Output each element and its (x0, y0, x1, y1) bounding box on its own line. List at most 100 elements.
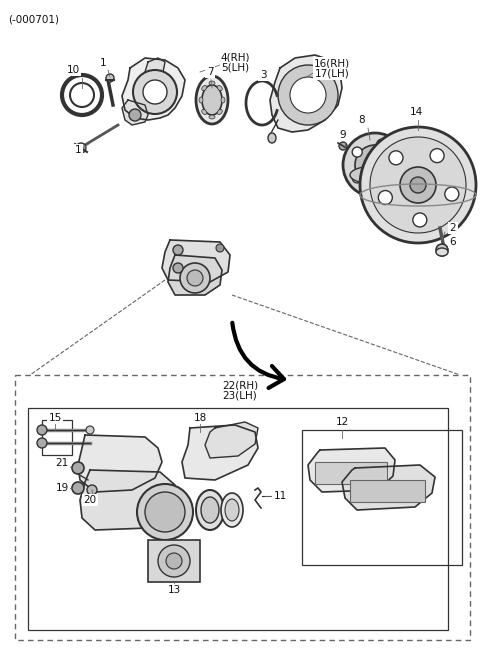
Circle shape (436, 244, 448, 256)
Ellipse shape (196, 76, 228, 124)
Polygon shape (205, 422, 258, 458)
Text: 10: 10 (66, 65, 80, 75)
Circle shape (445, 187, 459, 201)
Polygon shape (270, 55, 342, 132)
Ellipse shape (350, 166, 400, 184)
Circle shape (367, 157, 383, 173)
Text: 20: 20 (84, 495, 96, 505)
Text: 6: 6 (450, 237, 456, 247)
Ellipse shape (209, 81, 215, 85)
Polygon shape (168, 255, 222, 295)
Text: 12: 12 (336, 417, 348, 427)
Circle shape (72, 482, 84, 494)
Circle shape (106, 74, 114, 82)
Polygon shape (145, 58, 165, 75)
Text: 2: 2 (450, 223, 456, 233)
Text: 3: 3 (260, 70, 266, 80)
Ellipse shape (436, 248, 448, 256)
Text: 1: 1 (75, 145, 81, 155)
Circle shape (392, 160, 402, 170)
Circle shape (166, 553, 182, 569)
Circle shape (352, 173, 362, 183)
Ellipse shape (221, 97, 225, 103)
Bar (302, 430, 462, 565)
Circle shape (87, 485, 97, 495)
Text: 11: 11 (274, 491, 287, 501)
Ellipse shape (217, 85, 222, 90)
Polygon shape (182, 425, 258, 480)
Circle shape (352, 147, 362, 157)
Polygon shape (342, 465, 435, 510)
Polygon shape (122, 100, 148, 125)
Circle shape (377, 181, 387, 191)
Circle shape (216, 244, 224, 252)
Circle shape (339, 142, 347, 150)
Circle shape (145, 492, 185, 532)
Circle shape (143, 80, 167, 104)
Circle shape (410, 177, 426, 193)
Circle shape (86, 426, 94, 434)
Text: 4(RH): 4(RH) (220, 52, 250, 62)
Bar (28, 408, 448, 630)
Text: 9: 9 (340, 130, 346, 140)
Circle shape (173, 245, 183, 255)
Circle shape (430, 149, 444, 162)
Bar (315, 462, 387, 484)
Text: 5(LH): 5(LH) (221, 63, 249, 73)
Text: 8: 8 (359, 115, 365, 125)
Circle shape (278, 65, 338, 125)
Circle shape (343, 133, 407, 197)
Circle shape (290, 77, 326, 113)
Text: 7: 7 (207, 67, 213, 77)
Polygon shape (78, 435, 162, 492)
Bar (42, 420, 72, 455)
Circle shape (133, 70, 177, 114)
Polygon shape (308, 448, 395, 492)
Text: 1: 1 (100, 58, 106, 68)
Polygon shape (122, 58, 185, 120)
Text: 15: 15 (48, 413, 61, 423)
Ellipse shape (201, 497, 219, 523)
Circle shape (37, 438, 47, 448)
Circle shape (378, 191, 392, 204)
Circle shape (355, 145, 395, 185)
Circle shape (72, 462, 84, 474)
Text: 16(RH): 16(RH) (314, 58, 350, 68)
Circle shape (137, 484, 193, 540)
Ellipse shape (202, 85, 222, 115)
Circle shape (360, 127, 476, 243)
Circle shape (76, 143, 86, 153)
Text: 23(LH): 23(LH) (223, 391, 257, 401)
Text: 13: 13 (168, 585, 180, 595)
Circle shape (389, 151, 403, 165)
Ellipse shape (268, 133, 276, 143)
Text: (-000701): (-000701) (8, 14, 59, 24)
Text: 22(RH): 22(RH) (222, 380, 258, 390)
Text: 19: 19 (55, 483, 69, 493)
Text: 17(LH): 17(LH) (314, 69, 349, 79)
Ellipse shape (196, 490, 224, 530)
Ellipse shape (209, 115, 215, 119)
Ellipse shape (202, 85, 207, 90)
Circle shape (377, 139, 387, 149)
FancyArrowPatch shape (232, 323, 284, 388)
Circle shape (129, 109, 141, 121)
Circle shape (158, 545, 190, 577)
Bar (148, 540, 200, 582)
Circle shape (37, 425, 47, 435)
Circle shape (187, 270, 203, 286)
Text: 18: 18 (193, 413, 206, 423)
Text: 21: 21 (55, 458, 69, 468)
Polygon shape (162, 240, 230, 282)
Polygon shape (80, 470, 178, 530)
Ellipse shape (202, 109, 207, 115)
Ellipse shape (221, 493, 243, 527)
Circle shape (370, 137, 466, 233)
Ellipse shape (217, 109, 222, 115)
Circle shape (400, 167, 436, 203)
Circle shape (173, 263, 183, 273)
Ellipse shape (225, 499, 239, 521)
Circle shape (180, 263, 210, 293)
Ellipse shape (199, 97, 203, 103)
Text: 14: 14 (409, 107, 422, 117)
